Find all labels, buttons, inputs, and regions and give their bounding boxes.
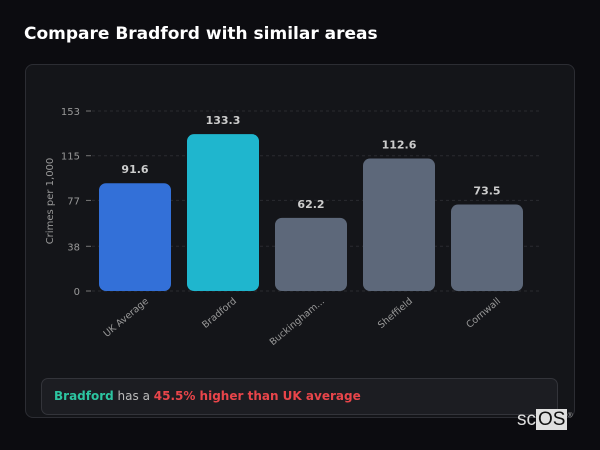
area-name: Bradford bbox=[54, 389, 114, 403]
x-tick-label: Bradford bbox=[200, 296, 239, 331]
comparison-value: 45.5% higher than UK average bbox=[153, 389, 361, 403]
bar bbox=[99, 183, 171, 291]
y-tick-label: 115 bbox=[61, 152, 80, 163]
data-label: 73.5 bbox=[473, 185, 500, 198]
data-label: 112.6 bbox=[382, 139, 417, 152]
data-label: 91.6 bbox=[121, 163, 148, 176]
x-tick-label: Cornwall bbox=[464, 296, 503, 331]
y-axis-label: Crimes per 1,000 bbox=[45, 158, 56, 245]
y-tick-label: 77 bbox=[67, 196, 80, 207]
y-tick-label: 0 bbox=[74, 287, 80, 298]
y-tick-label: 153 bbox=[61, 107, 80, 118]
note-text: has a bbox=[113, 389, 154, 403]
data-label: 62.2 bbox=[297, 198, 324, 211]
bar bbox=[363, 158, 435, 291]
data-label: 133.3 bbox=[206, 114, 241, 127]
x-tick-label: Buckingham... bbox=[268, 296, 327, 348]
scos-logo: sc OS ® bbox=[517, 409, 573, 430]
y-tick-label: 38 bbox=[67, 242, 80, 253]
x-tick-label: UK Average bbox=[102, 296, 151, 340]
bar bbox=[187, 134, 259, 291]
x-tick-label: Sheffield bbox=[376, 296, 415, 331]
comparison-note: Bradford has a 45.5% higher than UK aver… bbox=[41, 378, 558, 415]
bar bbox=[451, 204, 523, 291]
page-title: Compare Bradford with similar areas bbox=[24, 24, 378, 44]
bar bbox=[275, 217, 347, 291]
